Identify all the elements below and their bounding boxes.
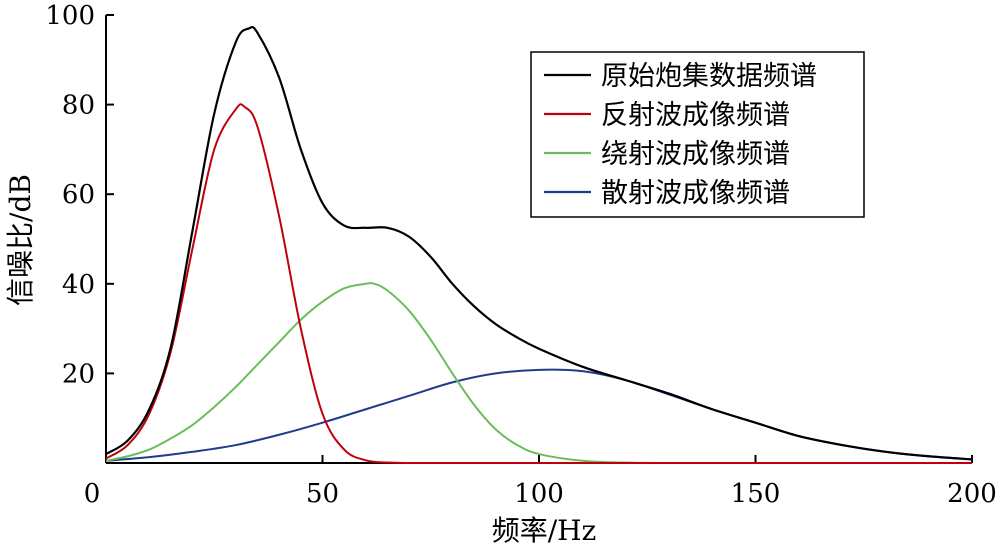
legend-label: 散射波成像频谱 <box>601 178 790 209</box>
legend-label: 原始炮集数据频谱 <box>601 61 817 92</box>
y-axis-label: 信噪比/dB <box>4 174 37 306</box>
x-tick-label: 150 <box>731 479 781 509</box>
series-line-2 <box>105 103 972 465</box>
y-tick-label: 20 <box>62 359 95 389</box>
x-axis-label: 频率/Hz <box>492 514 597 547</box>
y-tick-label: 80 <box>62 91 95 121</box>
x-tick-label: 100 <box>514 479 564 509</box>
axes: 0 50 100 150 200 20 40 60 80 100 <box>45 1 996 509</box>
y-tick-label: 60 <box>62 180 95 210</box>
legend-label: 绕射波成像频谱 <box>601 139 790 170</box>
legend-box <box>530 51 865 218</box>
series-line-4 <box>105 368 973 462</box>
x-tick-label: 50 <box>306 479 339 509</box>
y-tick-label: 100 <box>45 1 95 31</box>
legend-label: 反射波成像频谱 <box>601 100 790 131</box>
series-line-3 <box>105 282 972 465</box>
x-tick-label: 200 <box>947 479 997 509</box>
y-tick-label: 40 <box>62 270 95 300</box>
series-lines <box>105 25 973 465</box>
series-line-1 <box>105 25 973 461</box>
x-tick-label: 0 <box>84 479 101 509</box>
